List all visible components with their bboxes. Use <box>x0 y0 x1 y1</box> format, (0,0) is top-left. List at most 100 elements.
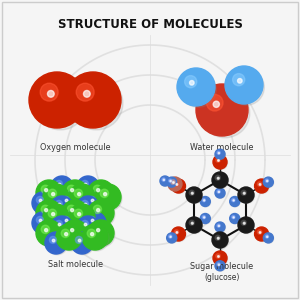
Circle shape <box>79 218 100 239</box>
Circle shape <box>48 189 56 197</box>
Circle shape <box>62 200 88 226</box>
Circle shape <box>36 216 43 224</box>
Circle shape <box>171 227 185 241</box>
Circle shape <box>215 149 225 159</box>
Circle shape <box>265 179 268 182</box>
Circle shape <box>41 205 50 214</box>
Circle shape <box>177 68 215 106</box>
Circle shape <box>204 217 205 218</box>
Circle shape <box>32 212 54 234</box>
Circle shape <box>52 239 55 242</box>
Circle shape <box>58 183 61 186</box>
Circle shape <box>45 186 70 211</box>
Circle shape <box>36 200 62 226</box>
Circle shape <box>84 212 106 234</box>
Circle shape <box>171 179 185 193</box>
Circle shape <box>213 173 229 189</box>
Circle shape <box>172 228 186 242</box>
Circle shape <box>216 189 225 198</box>
Circle shape <box>36 196 43 203</box>
Circle shape <box>218 256 219 257</box>
Circle shape <box>67 185 76 194</box>
Circle shape <box>217 263 220 266</box>
Circle shape <box>93 225 101 233</box>
Circle shape <box>65 199 68 202</box>
Circle shape <box>255 227 268 241</box>
Circle shape <box>163 179 164 181</box>
Circle shape <box>256 180 269 194</box>
Circle shape <box>91 199 94 202</box>
Circle shape <box>232 199 235 202</box>
Circle shape <box>196 84 248 136</box>
Circle shape <box>186 217 202 233</box>
Circle shape <box>58 223 61 226</box>
Circle shape <box>61 229 70 238</box>
Circle shape <box>69 204 95 230</box>
Circle shape <box>167 234 177 243</box>
Circle shape <box>188 218 202 234</box>
Circle shape <box>39 219 42 222</box>
Circle shape <box>267 236 268 237</box>
Circle shape <box>52 213 55 216</box>
Circle shape <box>201 214 211 224</box>
Circle shape <box>214 156 227 170</box>
Circle shape <box>88 200 114 226</box>
Circle shape <box>86 194 107 215</box>
Circle shape <box>168 177 182 191</box>
Circle shape <box>100 189 109 197</box>
Circle shape <box>58 226 83 251</box>
Circle shape <box>232 215 235 219</box>
Circle shape <box>190 80 194 85</box>
Circle shape <box>78 239 81 242</box>
Circle shape <box>257 230 262 234</box>
Circle shape <box>216 254 220 258</box>
Circle shape <box>90 222 115 247</box>
Circle shape <box>97 186 122 211</box>
Circle shape <box>170 180 171 181</box>
Circle shape <box>215 222 225 232</box>
Circle shape <box>58 192 80 214</box>
Circle shape <box>81 180 88 188</box>
Circle shape <box>217 237 219 239</box>
Circle shape <box>45 206 70 231</box>
Circle shape <box>186 187 202 203</box>
Circle shape <box>241 190 246 195</box>
Circle shape <box>243 192 245 194</box>
Circle shape <box>73 234 94 255</box>
Circle shape <box>200 214 210 224</box>
Circle shape <box>74 209 82 218</box>
Circle shape <box>34 194 55 215</box>
Circle shape <box>231 197 240 207</box>
Circle shape <box>64 202 89 227</box>
Circle shape <box>217 177 219 179</box>
Circle shape <box>51 196 73 218</box>
Circle shape <box>176 184 178 185</box>
Circle shape <box>62 220 88 246</box>
Circle shape <box>215 188 225 198</box>
Circle shape <box>53 198 74 219</box>
Circle shape <box>170 236 171 237</box>
Circle shape <box>88 220 114 246</box>
Circle shape <box>265 235 268 238</box>
Circle shape <box>86 214 107 235</box>
Circle shape <box>167 177 177 187</box>
Circle shape <box>97 189 100 192</box>
Circle shape <box>238 79 242 83</box>
Circle shape <box>231 214 240 224</box>
Circle shape <box>97 208 100 212</box>
Text: Water molecule: Water molecule <box>190 143 254 152</box>
Circle shape <box>93 185 101 194</box>
Circle shape <box>77 196 99 218</box>
Circle shape <box>45 229 48 232</box>
Circle shape <box>38 222 63 247</box>
Circle shape <box>216 223 225 232</box>
Circle shape <box>200 196 210 206</box>
Circle shape <box>257 182 262 186</box>
Circle shape <box>70 229 74 232</box>
Circle shape <box>58 212 80 234</box>
Circle shape <box>172 182 174 183</box>
Circle shape <box>218 191 220 193</box>
Circle shape <box>77 216 99 238</box>
Circle shape <box>43 204 69 230</box>
Circle shape <box>243 222 245 224</box>
